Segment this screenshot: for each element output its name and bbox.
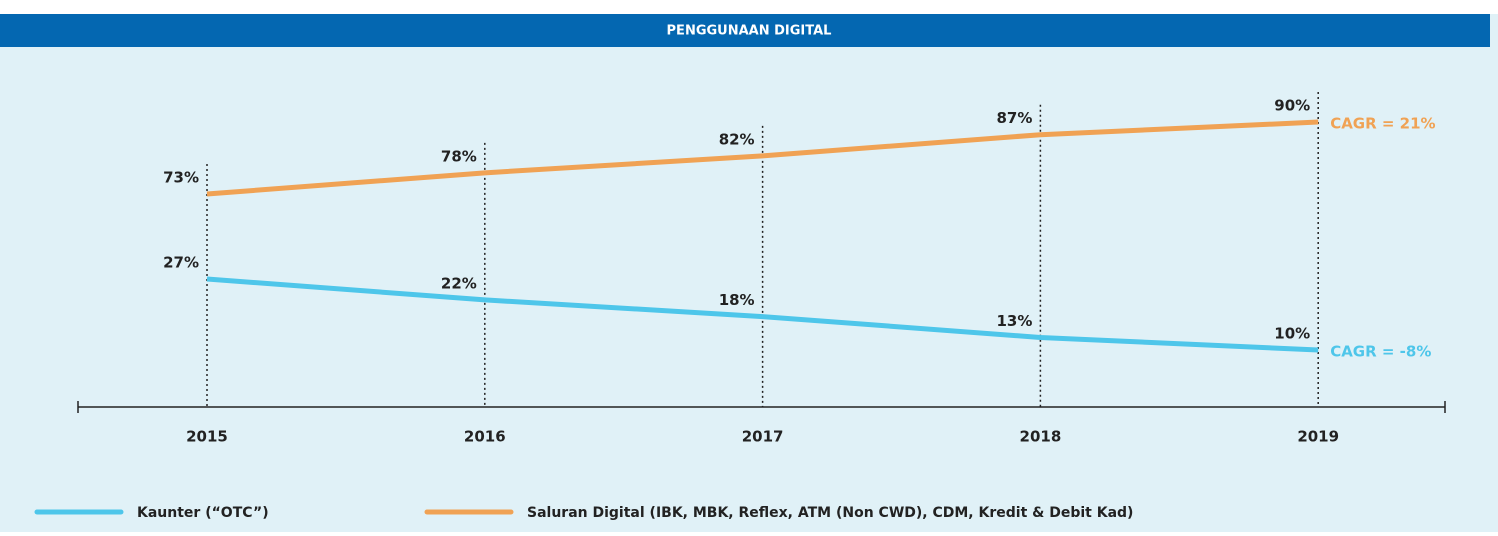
data-label: 18% — [719, 291, 755, 309]
annotation: CAGR = -8% — [1330, 343, 1431, 361]
legend-label: Kaunter (“OTC”) — [137, 505, 269, 521]
series-line — [206, 119, 1319, 197]
data-label: 22% — [441, 274, 477, 292]
data-label: 87% — [996, 109, 1032, 127]
data-label: 27% — [163, 254, 199, 272]
x-tick-label: 2017 — [742, 428, 784, 446]
annotation: CAGR = 21% — [1330, 115, 1435, 133]
series-line — [206, 276, 1319, 353]
data-label: 82% — [719, 130, 755, 148]
x-tick-label: 2015 — [186, 428, 228, 446]
chart-title: PENGGUNAAN DIGITAL — [667, 24, 832, 39]
header-bar — [0, 14, 1490, 47]
background — [0, 14, 1498, 532]
data-label: 13% — [996, 312, 1032, 330]
x-tick-label: 2019 — [1297, 428, 1339, 446]
data-label: 78% — [441, 147, 477, 165]
data-label: 73% — [163, 169, 199, 187]
x-tick-label: 2018 — [1020, 428, 1062, 446]
data-label: 10% — [1274, 325, 1310, 343]
data-label: 90% — [1274, 97, 1310, 115]
legend-label: Saluran Digital (IBK, MBK, Reflex, ATM (… — [527, 505, 1133, 521]
x-tick-label: 2016 — [464, 428, 506, 446]
